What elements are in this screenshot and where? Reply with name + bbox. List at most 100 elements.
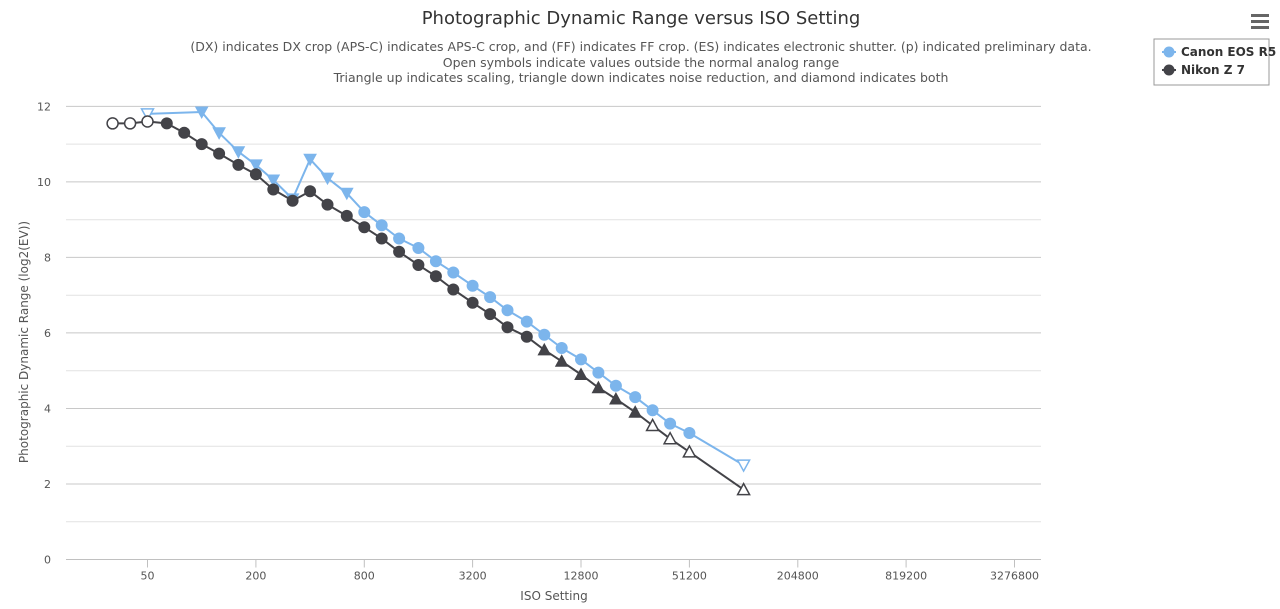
legend-item-canon-eos-r5[interactable]: Canon EOS R5 — [1162, 45, 1276, 59]
data-point-circle — [447, 266, 460, 279]
series-line-nikon-z-7 — [112, 120, 745, 491]
data-point-circle — [520, 315, 533, 328]
y-tick-label: 12 — [37, 100, 51, 113]
x-tick-label: 12800 — [564, 570, 599, 583]
legend-item-nikon-z-7[interactable]: Nikon Z 7 — [1162, 63, 1245, 77]
x-tick-label: 3200 — [459, 570, 487, 583]
data-point-circle — [484, 291, 497, 304]
hamburger-menu-icon — [1251, 14, 1269, 29]
y-tick-label: 10 — [37, 176, 51, 189]
data-point-circle — [520, 330, 533, 343]
data-point-circle — [213, 147, 226, 160]
x-tick-label: 50 — [141, 570, 155, 583]
data-point-circle — [340, 209, 353, 222]
data-point-open-triangle-up — [736, 482, 751, 496]
data-point-circle — [178, 126, 191, 139]
chart-title: Photographic Dynamic Range versus ISO Se… — [422, 8, 861, 29]
data-point-circle — [683, 427, 696, 439]
data-point-open-triangle-up — [645, 417, 660, 432]
data-point-triangle-down — [266, 174, 281, 188]
data-point-triangle-down — [231, 146, 246, 159]
data-point-circle — [429, 270, 442, 283]
data-point-triangle-up — [574, 367, 588, 380]
data-point-circle — [393, 245, 406, 258]
chart-subtitle-line-3: Triangle up indicates scaling, triangle … — [333, 70, 949, 85]
data-point-circle — [555, 342, 568, 354]
legend-label-nikon: Nikon Z 7 — [1181, 63, 1245, 77]
legend-marker-nikon — [1163, 64, 1175, 76]
data-point-triangle-down — [212, 127, 226, 140]
data-point-open-circle — [141, 115, 154, 128]
data-point-circle — [358, 221, 371, 234]
y-axis-title: Photographic Dynamic Range (log2(EV)) — [17, 221, 31, 463]
data-point-triangle-up — [554, 354, 569, 367]
data-point-open-triangle-up — [662, 431, 678, 445]
data-point-triangle-up — [537, 342, 552, 356]
data-point-circle — [267, 183, 280, 196]
x-tick-label: 51200 — [672, 570, 707, 583]
y-tick-label: 4 — [44, 403, 51, 416]
data-point-circle — [429, 255, 442, 268]
data-point-circle — [393, 232, 406, 245]
data-point-open-triangle-down — [736, 459, 751, 473]
series-nikon-z-7 — [106, 115, 751, 496]
data-point-open-circle — [123, 117, 137, 130]
x-tick-label: 800 — [354, 570, 375, 583]
data-point-circle — [484, 308, 497, 321]
data-point-triangle-down — [194, 106, 209, 120]
data-point-circle — [358, 206, 371, 219]
data-point-circle — [664, 417, 677, 430]
x-axis-title: ISO Setting — [520, 589, 587, 603]
data-point-circle — [232, 158, 245, 171]
x-tick-label: 3276800 — [990, 570, 1039, 583]
series-group — [106, 106, 751, 496]
data-point-open-triangle-down — [140, 108, 155, 122]
y-tick-label: 0 — [44, 554, 51, 567]
data-point-circle — [466, 296, 479, 309]
axes: 0 2 4 6 8 10 12 50 200 800 3200 12800 51200 204800 819… — [37, 100, 1041, 583]
data-point-circle — [575, 353, 587, 366]
data-point-circle — [501, 321, 514, 334]
data-point-circle — [375, 219, 388, 232]
data-point-circle — [321, 198, 334, 211]
data-point-circle — [375, 232, 388, 245]
data-point-circle — [249, 168, 262, 181]
data-point-triangle-down — [249, 159, 263, 172]
data-point-circle — [304, 185, 317, 198]
legend-box — [1153, 38, 1270, 86]
data-point-circle — [412, 259, 425, 271]
x-tick-label: 200 — [245, 570, 266, 583]
legend-marker-canon — [1163, 46, 1175, 58]
data-point-circle — [646, 404, 659, 417]
chart-subtitle-line-1: (DX) indicates DX crop (APS-C) indicates… — [190, 39, 1091, 54]
data-point-circle — [609, 379, 622, 392]
data-point-circle — [286, 194, 299, 207]
data-point-open-triangle-up — [682, 444, 697, 458]
data-point-triangle-down — [320, 172, 335, 186]
data-point-open-circle — [106, 117, 119, 130]
data-point-triangle-down — [339, 187, 354, 201]
data-point-circle — [538, 328, 551, 341]
menu-button[interactable] — [1247, 8, 1273, 32]
data-point-triangle-down — [303, 153, 317, 167]
data-point-triangle-up — [609, 391, 623, 405]
data-point-triangle-up — [628, 405, 643, 418]
y-tick-label: 6 — [44, 327, 51, 340]
data-point-circle — [592, 366, 605, 379]
y-tick-label: 8 — [44, 251, 51, 264]
data-point-circle — [501, 304, 514, 317]
data-point-circle — [629, 391, 642, 404]
x-tick-label: 819200 — [885, 570, 927, 583]
chart-subtitle-line-2: Open symbols indicate values outside the… — [443, 55, 840, 70]
data-point-circle — [195, 138, 208, 151]
y-tick-label: 2 — [44, 478, 51, 491]
grid-lines — [66, 105, 1041, 523]
data-point-circle — [447, 283, 460, 296]
legend-label-canon: Canon EOS R5 — [1181, 45, 1276, 59]
data-point-circle — [466, 279, 479, 292]
legend: Canon EOS R5 Nikon Z 7 — [1153, 38, 1276, 86]
data-point-circle — [160, 117, 173, 130]
x-tick-label: 204800 — [777, 570, 819, 583]
data-point-circle — [412, 242, 425, 254]
